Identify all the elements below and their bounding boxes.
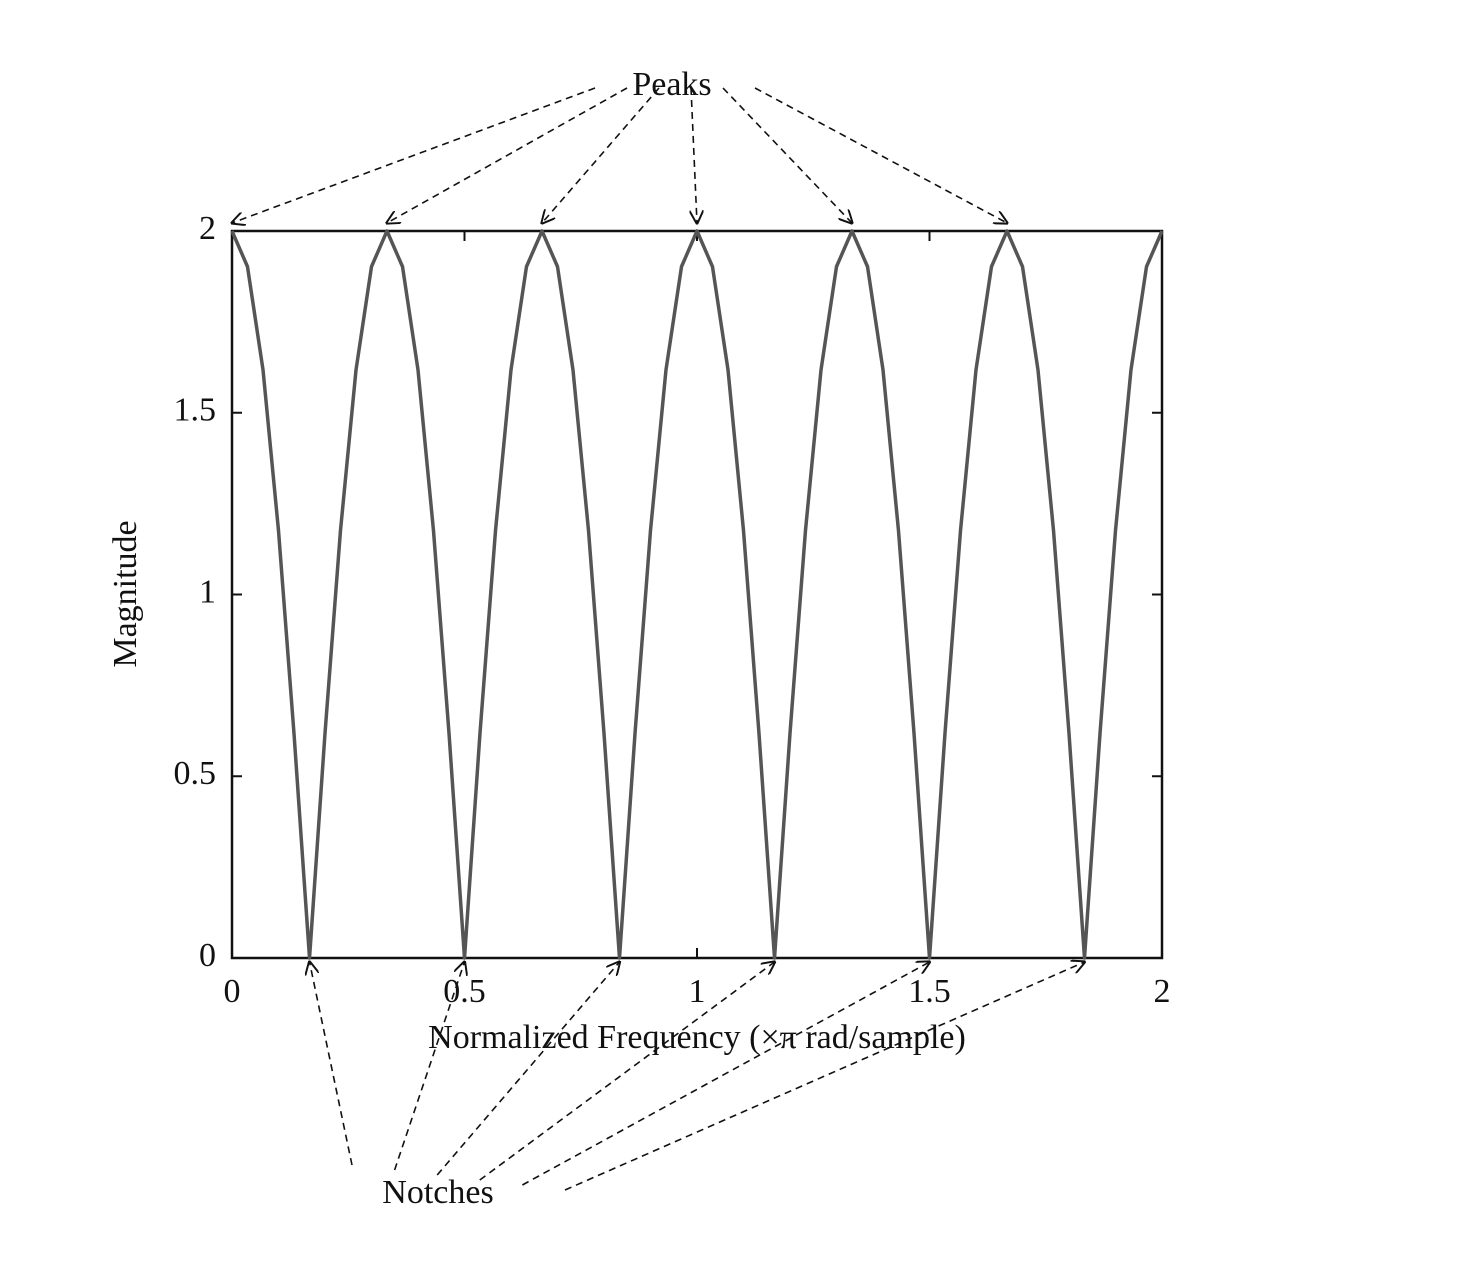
x-tick-label: 1 — [689, 973, 706, 1010]
y-axis-label: Magnitude — [107, 520, 144, 667]
x-tick-label: 0.5 — [443, 973, 486, 1010]
annotation-arrow — [393, 962, 465, 1171]
x-axis-label: Normalized Frequency (×π rad/sample) — [428, 1019, 966, 1056]
annotation-arrow — [310, 962, 353, 1166]
x-tick-label: 1.5 — [908, 973, 951, 1010]
annotation: Peaks — [632, 66, 711, 103]
annotation-arrow — [754, 87, 1007, 223]
x-tick-label: 2 — [1154, 973, 1171, 1010]
y-tick-label: 0 — [199, 937, 216, 974]
annotation-arrow — [542, 87, 660, 223]
annotation-arrow — [722, 87, 852, 223]
annotation-arrow — [564, 962, 1084, 1191]
y-tick-label: 1.5 — [174, 392, 217, 429]
annotation-arrow — [691, 87, 697, 223]
y-tick-label: 2 — [199, 210, 216, 247]
annotation-arrow — [436, 962, 619, 1176]
x-tick-label: 0 — [224, 973, 241, 1010]
y-tick-label: 1 — [199, 573, 216, 610]
annotation: Notches — [382, 1174, 493, 1211]
annotation-arrow — [232, 87, 596, 223]
data-line — [230, 229, 1164, 960]
annotation-arrow — [479, 962, 775, 1181]
annotation-arrow — [387, 87, 628, 223]
annotation-arrow — [522, 962, 929, 1186]
y-tick-label: 0.5 — [174, 755, 217, 792]
plot-frame — [230, 229, 1164, 960]
